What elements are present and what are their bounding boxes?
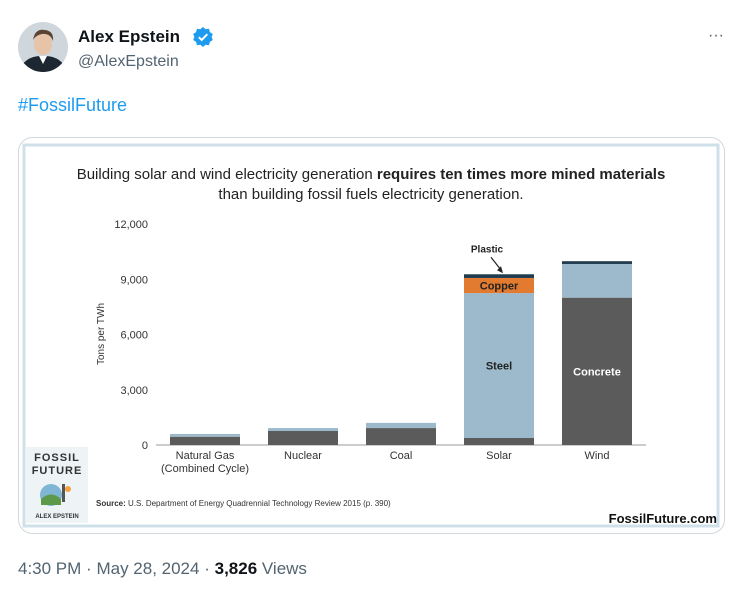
views-count: 3,826 (215, 559, 258, 578)
y-tick-label: 6,000 (120, 330, 148, 342)
source-note: Source: U.S. Department of Energy Quadre… (96, 499, 391, 508)
x-tick-label: Natural Gas (Combined Cycle) (160, 450, 250, 475)
x-tick-label-box: Solar (486, 450, 512, 462)
source-text: U.S. Department of Energy Quadrennial Te… (128, 499, 391, 508)
time: 4:30 PM (18, 559, 81, 578)
y-tick-label: 0 (142, 440, 148, 452)
segment-label: Steel (486, 361, 512, 373)
y-tick-label: 12,000 (114, 219, 148, 231)
author-handle[interactable]: @AlexEpstein (78, 53, 179, 70)
book-title: FOSSIL (34, 452, 80, 464)
x-tick-label-box: Natural Gas (Combined Cycle) (160, 450, 250, 475)
bar-segment (464, 438, 534, 445)
book-cover (26, 447, 88, 523)
book-title: FUTURE (32, 465, 83, 477)
bar-segment (464, 277, 534, 294)
x-tick-label: Nuclear (284, 450, 322, 462)
segment-label: Copper (480, 281, 519, 293)
x-tick-label-box: Nuclear (284, 450, 322, 462)
avatar[interactable] (18, 22, 68, 72)
title-part: Building solar and wind electricity gene… (77, 166, 377, 183)
y-tick-label: 9,000 (120, 274, 148, 286)
author-name[interactable]: Alex Epstein (78, 27, 180, 46)
x-tick-label-box: Coal (389, 450, 413, 462)
title-emphasis: requires ten times more mined materials (377, 166, 665, 183)
x-tick-label: Solar (486, 450, 512, 462)
timestamp[interactable]: 4:30 PM · May 28, 2024 · 3,826 Views (18, 559, 307, 578)
y-axis-label: Tons per TWh (96, 303, 107, 365)
bar-segment (464, 274, 534, 278)
more-menu[interactable]: ··· (708, 27, 724, 44)
bar-segment (562, 261, 632, 264)
bar-segment (366, 428, 436, 445)
book-author: ALEX EPSTEIN (35, 514, 78, 520)
chart-title-line: than building fossil fuels electricity g… (218, 186, 523, 203)
segment-label: Plastic (471, 244, 504, 255)
segment-label: Concrete (573, 366, 621, 378)
views-label: Views (262, 559, 307, 578)
label-arrowhead (497, 266, 503, 274)
separator: · (86, 559, 92, 578)
separator: · (204, 559, 210, 578)
bar-segment (562, 297, 632, 445)
bar-segment (268, 428, 338, 432)
verified-badge (193, 27, 213, 47)
date: May 28, 2024 (96, 559, 199, 578)
chart-title: Building solar and wind electricity gene… (77, 166, 666, 183)
plot-area: 0 3,000 6,000 9,000 12,000 Natural Gas (Combi… (114, 219, 646, 475)
x-tick-label: Wind (584, 450, 610, 462)
bar-segment (170, 433, 240, 437)
website: FossilFuture.com (609, 511, 717, 526)
bar-segment (464, 293, 534, 439)
x-tick-label: Coal (389, 450, 413, 462)
source-label: Source: (96, 499, 126, 508)
hashtag[interactable]: #FossilFuture (18, 95, 127, 115)
bar-segment (366, 422, 436, 429)
bar-segment (170, 436, 240, 445)
x-tick-label-box: Wind (584, 450, 610, 462)
bar-segment (268, 431, 338, 445)
y-tick-label: 3,000 (120, 385, 148, 397)
bar-segment (562, 263, 632, 298)
book-illustration (40, 484, 71, 506)
